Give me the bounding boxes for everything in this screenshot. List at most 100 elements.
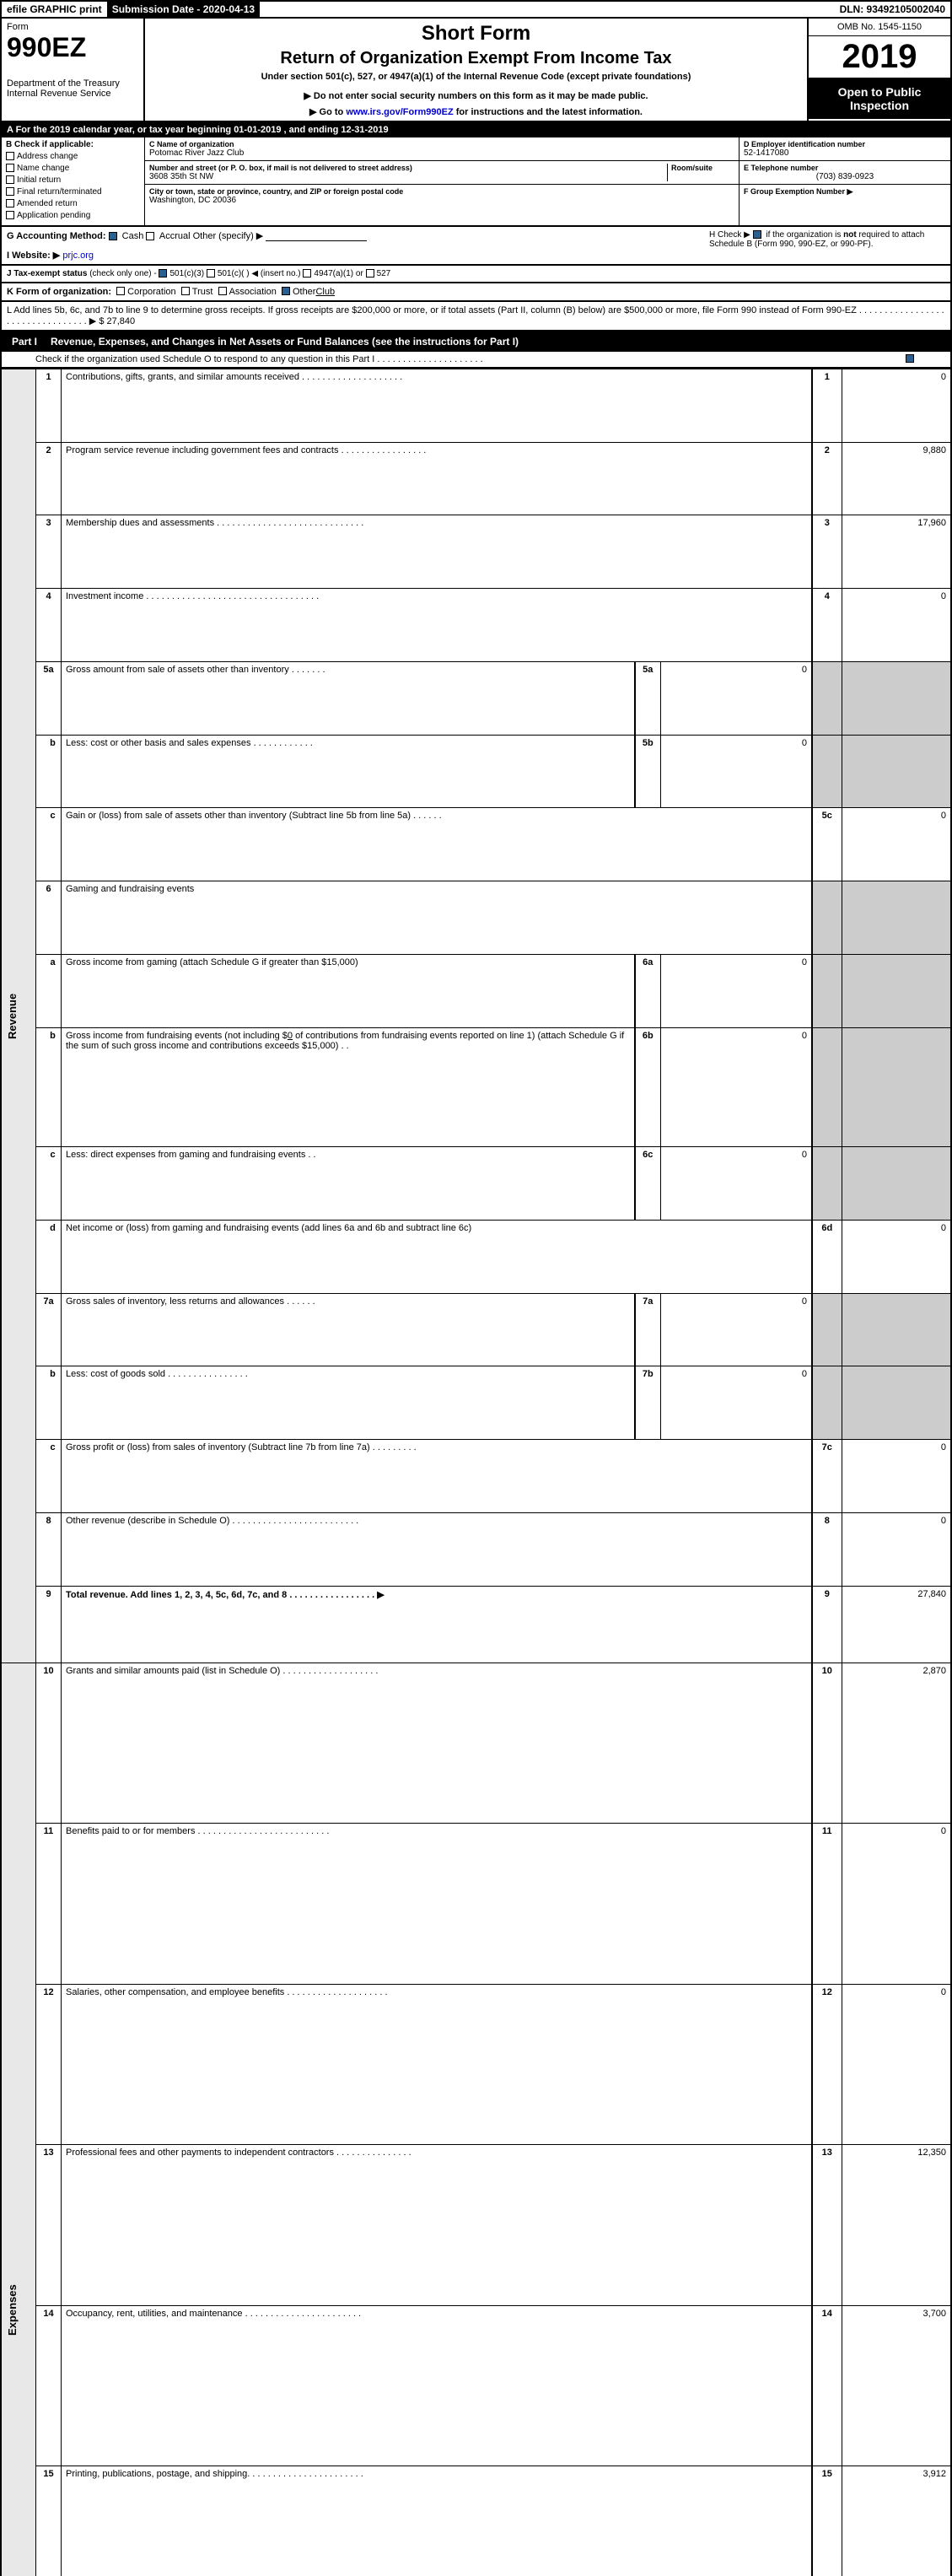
line-3-num: 3 — [36, 515, 62, 589]
line-7a-mid: 7a — [635, 1293, 660, 1366]
line-6d-num: d — [36, 1220, 62, 1293]
line-10-desc: Grants and similar amounts paid (list in… — [62, 1663, 813, 1824]
check-4947[interactable] — [303, 269, 311, 278]
col-d-contact: D Employer identification number 52-1417… — [740, 137, 950, 225]
line-7c-rnum: 7c — [812, 1440, 842, 1513]
g-contents: G Accounting Method: Cash Accrual Other … — [7, 230, 367, 261]
line-7a-desc: Gross sales of inventory, less returns a… — [62, 1293, 636, 1366]
group-exempt-label: F Group Exemption Number ▶ — [744, 187, 946, 197]
line-4-num: 4 — [36, 589, 62, 662]
line-12-rnum: 12 — [812, 1984, 842, 2144]
org-name-label: C Name of organization — [149, 140, 734, 148]
j-note: (check only one) - — [89, 269, 156, 278]
line-3-val: 17,960 — [842, 515, 951, 589]
form-header: Form 990EZ Department of the Treasury In… — [0, 19, 952, 122]
line-8-num: 8 — [36, 1512, 62, 1586]
line-6c-num: c — [36, 1147, 62, 1221]
header-center: Short Form Return of Organization Exempt… — [145, 19, 807, 121]
line-6d-rnum: 6d — [812, 1220, 842, 1293]
line-12-desc: Salaries, other compensation, and employ… — [62, 1984, 813, 2144]
line-15-rnum: 15 — [812, 2466, 842, 2576]
room-label: Room/suite — [671, 164, 734, 172]
line-5a-rnum — [812, 661, 842, 735]
line-7a-midval: 0 — [660, 1293, 812, 1366]
line-13-num: 13 — [36, 2145, 62, 2305]
check-amended[interactable]: Amended return — [6, 199, 140, 208]
line-6-rnum — [812, 881, 842, 955]
check-corp[interactable] — [116, 287, 125, 295]
check-cash[interactable] — [109, 232, 117, 240]
line-11-num: 11 — [36, 1824, 62, 1984]
submission-date: Submission Date - 2020-04-13 — [107, 2, 260, 17]
line-15-val: 3,912 — [842, 2466, 951, 2576]
line-7a-num: 7a — [36, 1293, 62, 1366]
line-5b-rnum — [812, 735, 842, 808]
line-6a-desc: Gross income from gaming (attach Schedul… — [62, 954, 636, 1027]
check-pending[interactable]: Application pending — [6, 211, 140, 220]
line-6d-val: 0 — [842, 1220, 951, 1293]
line-7c-num: c — [36, 1440, 62, 1513]
line-5c-num: c — [36, 808, 62, 881]
ein-value: 52-1417080 — [744, 148, 946, 158]
row-k-org-form: K Form of organization: Corporation Trus… — [0, 283, 952, 302]
row-h-schedule-b: H Check ▶ if the organization is not req… — [709, 230, 945, 261]
line-10-val: 2,870 — [842, 1663, 951, 1824]
city-label: City or town, state or province, country… — [149, 187, 734, 196]
check-527[interactable] — [366, 269, 374, 278]
line-1-num: 1 — [36, 369, 62, 443]
goto-link[interactable]: www.irs.gov/Form990EZ — [346, 107, 453, 117]
line-6a-num: a — [36, 954, 62, 1027]
check-501c3[interactable] — [159, 269, 167, 278]
line-6b-rnum — [812, 1027, 842, 1147]
line-6a-mid: 6a — [635, 954, 660, 1027]
line-9-desc: Total revenue. Add lines 1, 2, 3, 4, 5c,… — [62, 1586, 813, 1663]
line-6a-val — [842, 954, 951, 1027]
form-number: 990EZ — [7, 32, 138, 63]
check-trust[interactable] — [181, 287, 190, 295]
line-15-num: 15 — [36, 2466, 62, 2576]
line-5b-mid: 5b — [635, 735, 660, 808]
line-6b-desc: Gross income from fundraising events (no… — [62, 1027, 636, 1147]
city-value: Washington, DC 20036 — [149, 196, 734, 205]
col-c-org-info: C Name of organization Potomac River Jaz… — [145, 137, 740, 225]
check-initial-return[interactable]: Initial return — [6, 175, 140, 185]
header-right: OMB No. 1545-1150 2019 Open to Public In… — [807, 19, 950, 121]
line-3-desc: Membership dues and assessments . . . . … — [62, 515, 813, 589]
line-9-val: 27,840 — [842, 1586, 951, 1663]
line-2-desc: Program service revenue including govern… — [62, 442, 813, 515]
line-7b-rnum — [812, 1366, 842, 1440]
line-5a-mid: 5a — [635, 661, 660, 735]
line-14-num: 14 — [36, 2305, 62, 2466]
other-method-input[interactable] — [266, 231, 367, 241]
check-name-change[interactable]: Name change — [6, 164, 140, 173]
check-accrual[interactable] — [146, 232, 154, 240]
return-title: Return of Organization Exempt From Incom… — [153, 49, 799, 68]
check-501c[interactable] — [207, 269, 215, 278]
website-link[interactable]: prjc.org — [62, 251, 94, 261]
line-6-val — [842, 881, 951, 955]
line-6a-midval: 0 — [660, 954, 812, 1027]
line-10-rnum: 10 — [812, 1663, 842, 1824]
line-7a-rnum — [812, 1293, 842, 1366]
i-label: I Website: ▶ — [7, 251, 60, 261]
check-address-change[interactable]: Address change — [6, 152, 140, 161]
line-6b-mid: 6b — [635, 1027, 660, 1147]
check-assoc[interactable] — [218, 287, 227, 295]
line-2-val: 9,880 — [842, 442, 951, 515]
line-5a-num: 5a — [36, 661, 62, 735]
check-final-return[interactable]: Final return/terminated — [6, 187, 140, 197]
check-schedule-o[interactable] — [906, 354, 914, 363]
phone-cell: E Telephone number (703) 839-0923 — [740, 161, 950, 185]
line-8-desc: Other revenue (describe in Schedule O) .… — [62, 1512, 813, 1586]
line-1-rnum: 1 — [812, 369, 842, 443]
ssn-notice: ▶ Do not enter social security numbers o… — [153, 90, 799, 101]
under-section: Under section 501(c), 527, or 4947(a)(1)… — [153, 72, 799, 82]
part-1-check-note: Check if the organization used Schedule … — [35, 354, 483, 364]
line-8-rnum: 8 — [812, 1512, 842, 1586]
line-7b-num: b — [36, 1366, 62, 1440]
tax-year: 2019 — [809, 36, 950, 78]
line-6c-desc: Less: direct expenses from gaming and fu… — [62, 1147, 636, 1221]
check-other-org[interactable] — [282, 287, 290, 295]
line-5c-desc: Gain or (loss) from sale of assets other… — [62, 808, 813, 881]
check-schedule-b[interactable] — [753, 230, 761, 239]
